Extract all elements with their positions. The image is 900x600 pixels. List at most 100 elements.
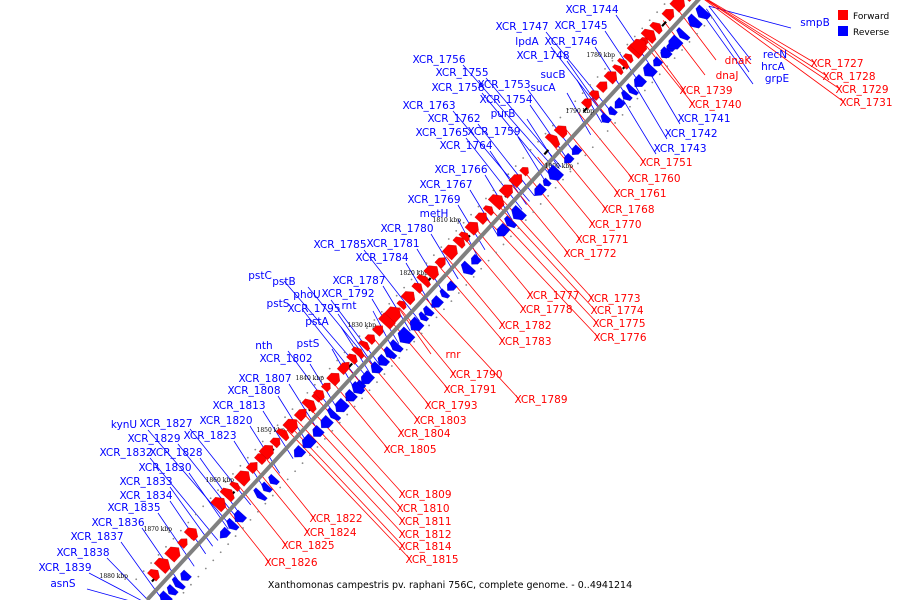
spacer-dot [480, 267, 483, 270]
spacer-dot [465, 284, 468, 286]
spacer-dot [529, 148, 532, 151]
gene-label-reverse: XCR_1742 [664, 128, 717, 140]
spacer-dot [477, 205, 480, 208]
gene-label-reverse: XCR_1762 [427, 113, 480, 125]
spacer-dot [398, 356, 401, 359]
spacer-dot [299, 400, 301, 402]
forward-gene-arrow [482, 205, 494, 217]
leader-line-forward [398, 307, 432, 355]
reverse-gene-arrow [268, 473, 280, 485]
gene-label-forward: XCR_1811 [398, 516, 451, 528]
reverse-gene-arrow [634, 74, 648, 87]
spacer-dot [338, 421, 341, 424]
spacer-dot [150, 562, 152, 564]
leader-line-forward [286, 429, 411, 560]
gene-label-forward: XCR_1771 [575, 234, 628, 246]
reverse-gene-arrow [253, 487, 268, 501]
spacer-dot [172, 537, 175, 540]
spacer-dot [232, 473, 234, 475]
reverse-gene-arrow [397, 326, 416, 344]
spacer-dot [435, 316, 438, 319]
spacer-dot [574, 100, 577, 103]
gene-label-reverse: nth [255, 340, 272, 352]
forward-gene-arrow [245, 462, 258, 475]
gene-label-forward: XCR_1770 [588, 219, 641, 231]
spacer-dot [249, 518, 252, 521]
gene-label-reverse: XCR_1827 [139, 418, 192, 430]
gene-label-forward: XCR_1824 [303, 527, 356, 539]
gene-label-forward: XCR_1740 [688, 99, 741, 111]
reverse-gene-arrow [625, 83, 639, 96]
gene-label-forward: XCR_1791 [443, 384, 496, 396]
forward-gene-arrow [346, 353, 358, 365]
leader-line-reverse [88, 572, 142, 600]
gene-label-forward: XCR_1772 [563, 248, 616, 260]
forward-gene-arrow [595, 81, 608, 94]
gene-label-reverse: XCR_1769 [407, 194, 460, 206]
forward-gene-arrow [153, 557, 171, 574]
tick-label: 1780 kbp [587, 52, 616, 59]
forward-gene-arrow [364, 334, 376, 345]
leader-line-reverse [147, 429, 232, 527]
spacer-dot [547, 194, 550, 197]
gene-label-reverse: XCR_1813 [212, 400, 265, 412]
gene-label-reverse: XCR_1765 [415, 127, 468, 139]
gene-label-forward: XCR_1815 [405, 554, 458, 566]
spacer-dot [440, 246, 443, 248]
gene-label-reverse: sucA [530, 82, 556, 94]
forward-gene-arrow [177, 538, 188, 549]
forward-gene-arrow [351, 346, 365, 360]
leader-line-forward [489, 208, 598, 324]
spacer-dot [495, 251, 497, 254]
spacer-dot [524, 219, 527, 222]
spacer-dot [309, 454, 311, 456]
reverse-gene-arrow [614, 97, 626, 109]
leader-line-forward [372, 336, 430, 406]
spacer-dot [499, 181, 502, 184]
spacer-dot [165, 545, 167, 548]
leader-line-forward [704, 0, 845, 103]
gene-label-forward: XCR_1739 [679, 85, 732, 97]
spacer-dot [420, 332, 423, 335]
forward-gene-arrow [384, 306, 402, 324]
spacer-dot [179, 529, 182, 532]
gene-label-forward: XCR_1790 [449, 369, 502, 381]
spacer-dot [380, 310, 383, 313]
forward-gene-arrow [553, 125, 568, 139]
spacer-dot [425, 262, 428, 265]
forward-gene-arrow [544, 133, 561, 149]
forward-gene-arrow [313, 389, 325, 401]
reverse-gene-arrow [695, 4, 712, 20]
gene-label-forward: XCR_1773 [587, 293, 640, 305]
gene-label-reverse: XCR_1836 [91, 517, 144, 529]
spacer-dot [157, 554, 160, 556]
gene-label-reverse: pstA [305, 316, 329, 328]
leader-line-reverse [262, 410, 294, 459]
spacer-dot [502, 243, 505, 246]
gene-label-reverse: XCR_1759 [467, 126, 520, 138]
spacer-dot [403, 286, 406, 289]
leader-line-forward [550, 142, 607, 210]
reverse-gene-arrow [159, 590, 173, 600]
reverse-gene-arrow [471, 253, 482, 265]
spacer-dot [197, 575, 200, 578]
reverse-gene-arrow [233, 509, 248, 523]
spacer-dot [656, 11, 659, 14]
spacer-dot [643, 89, 646, 92]
spacer-dot [142, 570, 145, 573]
reverse-gene-arrow [226, 517, 240, 531]
spacer-dot [539, 203, 542, 205]
spacer-dot [269, 432, 272, 435]
gene-label-forward: XCR_1761 [613, 188, 666, 200]
spacer-dot [410, 278, 413, 281]
tick-label: 1880 kbp [100, 573, 129, 580]
gene-label-forward: XCR_1793 [424, 400, 477, 412]
spacer-dot [569, 170, 572, 173]
spacer-dot [629, 105, 631, 108]
reverse-gene-arrow [335, 397, 350, 413]
spacer-dot [346, 413, 349, 416]
reverse-gene-arrow [346, 390, 357, 401]
gene-label-forward: XCR_1810 [396, 503, 449, 515]
leader-line-reverse [189, 428, 252, 506]
leader-line-reverse [301, 308, 363, 385]
